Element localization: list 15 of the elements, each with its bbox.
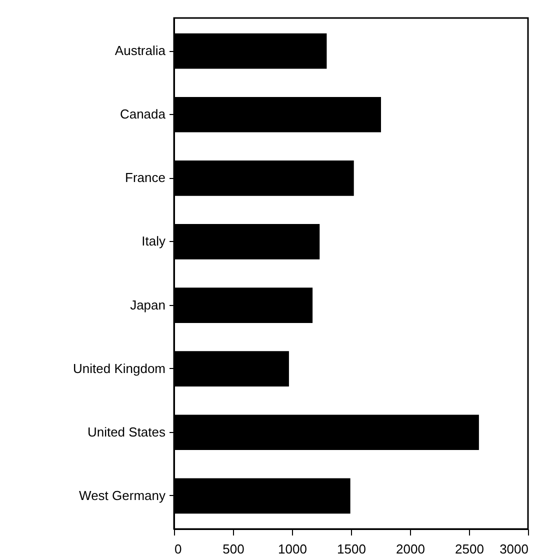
x-tick-label: 0	[174, 542, 182, 556]
x-tick-label: 2500	[455, 542, 484, 556]
x-tick-label: 500	[222, 542, 244, 556]
y-tick-label: Australia	[114, 43, 166, 58]
y-tick-label: France	[125, 170, 166, 186]
x-tick-label: 2000	[396, 542, 425, 556]
x-tick-label: 3000	[500, 542, 528, 556]
x-tick-label: 1000	[278, 542, 307, 556]
y-tick-label: Italy	[142, 234, 166, 249]
y-tick-label: United States	[87, 424, 166, 440]
y-tick-label: West Germany	[79, 488, 166, 503]
y-tick-label: Japan	[130, 297, 166, 312]
y-tick-label: Canada	[120, 106, 166, 122]
x-tick-label: 1500	[337, 542, 366, 556]
y-tick-label: United Kingdom	[73, 360, 166, 376]
